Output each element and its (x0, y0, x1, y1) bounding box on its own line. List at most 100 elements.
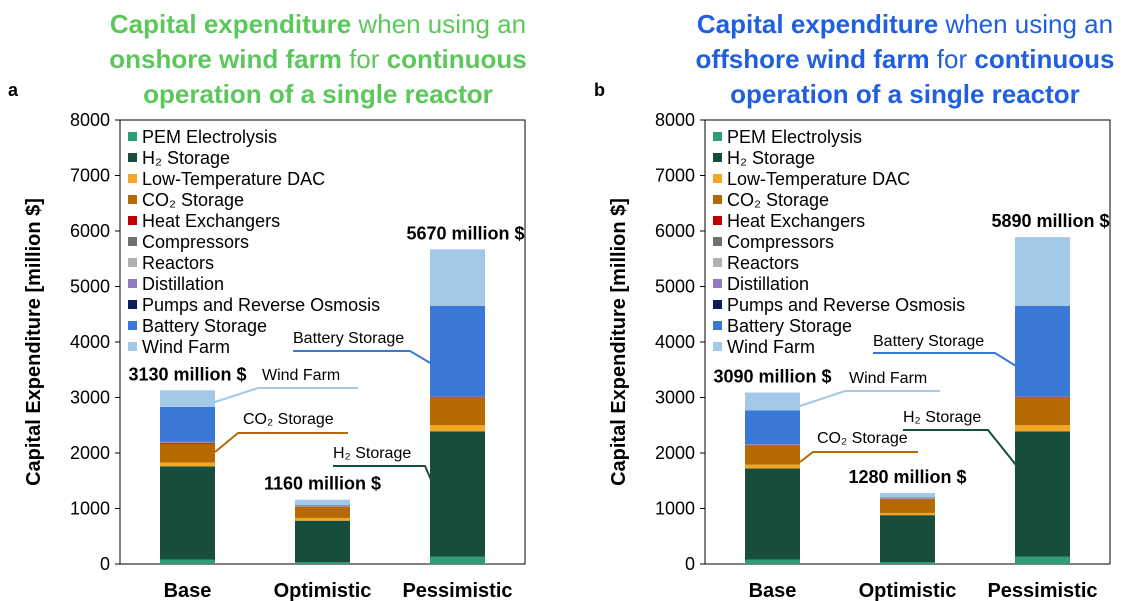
legend-swatch (713, 321, 722, 330)
legend-swatch (128, 321, 137, 330)
bar-segment (295, 506, 350, 518)
bar-segment (1015, 425, 1070, 432)
legend-swatch (128, 342, 137, 351)
legend-label: Wind Farm (727, 337, 815, 357)
legend-swatch (713, 132, 722, 141)
bar-segment (160, 443, 215, 444)
bar-segment (430, 425, 485, 432)
bar-segment (880, 492, 935, 498)
callout-line (799, 451, 918, 463)
bar-segment (1015, 397, 1070, 399)
chart-title: operation of a single reactor (730, 79, 1080, 109)
legend-label: Pumps and Reverse Osmosis (727, 295, 965, 315)
y-tick-label: 1000 (655, 499, 695, 519)
y-tick-label: 5000 (655, 277, 695, 297)
bar-segment (295, 517, 350, 521)
total-label: 3130 million $ (128, 364, 246, 384)
callout-label: Battery Storage (293, 330, 404, 347)
chart-title: Capital expenditure when using an (110, 9, 526, 39)
y-tick-label: 8000 (70, 110, 110, 130)
bar-segment (160, 443, 215, 463)
total-label: 3090 million $ (713, 367, 831, 387)
chart-title: offshore wind farm for continuous (696, 44, 1115, 74)
legend-swatch (128, 258, 137, 267)
y-tick-label: 3000 (655, 388, 695, 408)
y-tick-label: 7000 (655, 166, 695, 186)
legend-swatch (713, 258, 722, 267)
bar-segment (745, 410, 800, 445)
callout-label: H₂ Storage (903, 409, 981, 426)
legend-label: PEM Electrolysis (142, 127, 277, 147)
bar-segment (745, 464, 800, 469)
legend-label: H₂ Storage (142, 148, 230, 168)
bar-segment (1015, 556, 1070, 564)
legend-label: CO₂ Storage (727, 190, 829, 210)
bar-segment (430, 249, 485, 306)
y-tick-label: 2000 (70, 443, 110, 463)
title-part: onshore wind farm (109, 44, 342, 74)
legend-swatch (713, 237, 722, 246)
y-axis-label: Capital Expenditure [million $] (608, 198, 630, 486)
bar-segment (1015, 305, 1070, 397)
bar-segment (160, 559, 215, 564)
legend-label: Compressors (727, 232, 834, 252)
legend-swatch (128, 153, 137, 162)
y-tick-label: 3000 (70, 388, 110, 408)
callout-line (799, 390, 940, 407)
callout-label: Wind Farm (849, 370, 927, 387)
bar-segment (1015, 237, 1070, 306)
legend-swatch (128, 237, 137, 246)
x-tick-label: Base (164, 580, 212, 601)
bar-segment (880, 562, 935, 564)
title-part: offshore wind farm (696, 44, 930, 74)
title-part: continuous (387, 44, 527, 74)
bar-segment (745, 392, 800, 411)
bar-segment (430, 305, 485, 397)
bar-segment (880, 515, 935, 563)
legend-swatch (128, 300, 137, 309)
legend-label: Distillation (142, 274, 224, 294)
x-tick-label: Optimistic (859, 580, 957, 601)
y-tick-label: 1000 (70, 499, 110, 519)
legend-swatch (713, 174, 722, 183)
legend-label: Battery Storage (727, 316, 852, 336)
y-tick-label: 0 (100, 554, 110, 574)
bar-segment (295, 499, 350, 506)
bar-segment (430, 398, 485, 426)
callout-label: Battery Storage (873, 333, 984, 350)
y-axis-label: Capital Expenditure [million $] (23, 198, 45, 486)
bar-segment (430, 556, 485, 564)
y-tick-label: 5000 (70, 277, 110, 297)
total-label: 5670 million $ (406, 223, 524, 243)
bar-segment (160, 406, 215, 442)
x-tick-label: Pessimistic (402, 580, 512, 601)
legend-label: Heat Exchangers (727, 211, 865, 231)
legend-swatch (713, 153, 722, 162)
y-tick-label: 8000 (655, 110, 695, 130)
bar-segment (1015, 431, 1070, 557)
title-part: for (342, 44, 387, 74)
bar-segment (160, 466, 215, 560)
callout-line (214, 387, 358, 403)
title-part: Capital expenditure (110, 9, 351, 39)
legend-label: Battery Storage (142, 316, 267, 336)
bar-segment (880, 499, 935, 513)
legend-label: Low-Temperature DAC (727, 169, 910, 189)
legend-label: H₂ Storage (727, 148, 815, 168)
title-part: for (930, 44, 975, 74)
legend-swatch (128, 132, 137, 141)
callout-line (873, 352, 1017, 367)
x-tick-label: Base (749, 580, 797, 601)
legend-swatch (713, 279, 722, 288)
bar-segment (160, 462, 215, 467)
y-tick-label: 7000 (70, 166, 110, 186)
bar-segment (1015, 398, 1070, 426)
y-tick-label: 4000 (70, 332, 110, 352)
bar-segment (745, 559, 800, 564)
bar-segment (745, 468, 800, 560)
callout-line (903, 429, 1017, 466)
callout-line (293, 350, 433, 365)
panel-letter: a (8, 80, 19, 100)
bar-segment (745, 445, 800, 465)
